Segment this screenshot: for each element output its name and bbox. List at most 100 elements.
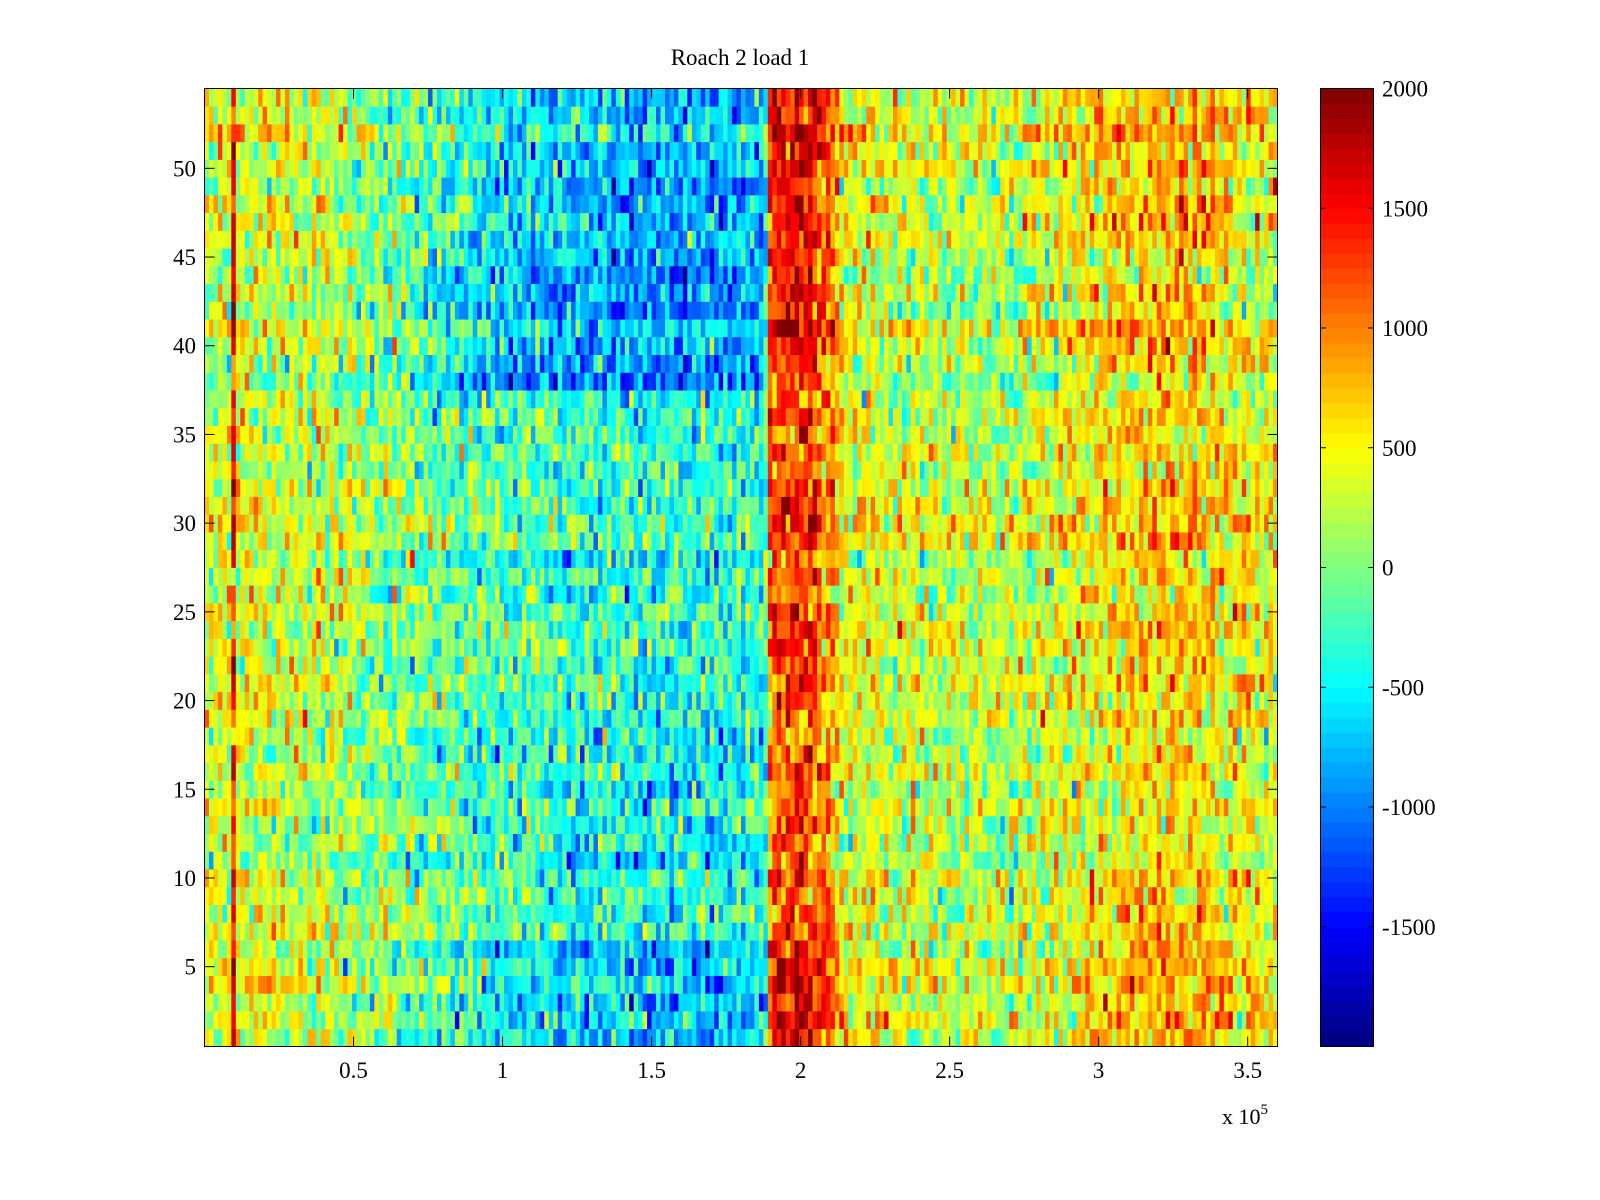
heatmap-cell [553, 957, 559, 976]
heatmap-cell [781, 940, 787, 959]
heatmap-cell [499, 975, 505, 994]
heatmap-cell [526, 922, 532, 941]
heatmap-cell [307, 957, 313, 976]
heatmap-cell [428, 762, 433, 781]
heatmap-cell [445, 744, 451, 764]
heatmap-cell [1228, 940, 1234, 959]
heatmap-cell [870, 780, 876, 799]
heatmap-cell [1004, 851, 1010, 870]
heatmap-cell [311, 975, 317, 994]
heatmap-cell [580, 1011, 585, 1030]
heatmap-cell [1250, 886, 1256, 905]
heatmap-cell [280, 957, 286, 976]
heatmap-cell [1228, 993, 1234, 1012]
heatmap-cell [401, 709, 407, 728]
heatmap-cell [1219, 975, 1225, 994]
heatmap-cell [772, 922, 778, 941]
heatmap-cell [629, 762, 635, 781]
heatmap-cell [441, 780, 447, 799]
heatmap-cell [960, 727, 965, 746]
heatmap-cell [352, 851, 357, 870]
heatmap-cell [575, 904, 581, 923]
heatmap-cell [732, 709, 737, 728]
heatmap-cell [1107, 833, 1113, 852]
heatmap-cell [1201, 957, 1207, 976]
heatmap-cell [812, 780, 818, 799]
heatmap-cell [1112, 727, 1117, 746]
heatmap-cell [651, 1028, 657, 1047]
heatmap-cell [584, 940, 590, 959]
heatmap-cell [249, 975, 255, 994]
heatmap-cell [1085, 922, 1091, 941]
heatmap-cell [696, 957, 702, 976]
heatmap-cell [682, 833, 688, 852]
heatmap-cell [454, 798, 460, 817]
heatmap-cell [213, 815, 219, 835]
heatmap-cell [580, 727, 585, 746]
heatmap-cell [995, 940, 1001, 959]
heatmap-cell [499, 1028, 505, 1047]
heatmap-cell [866, 798, 872, 817]
heatmap-cell [986, 798, 992, 817]
heatmap-cell [660, 727, 666, 746]
heatmap-cell [1009, 975, 1015, 994]
heatmap-cell [262, 833, 268, 852]
heatmap-cell [396, 727, 402, 746]
heatmap-cell [1264, 993, 1269, 1012]
heatmap-cell [258, 975, 264, 994]
heatmap-cell [1067, 869, 1073, 888]
heatmap-cell [222, 940, 228, 959]
heatmap-cell [937, 727, 943, 746]
heatmap-cell [897, 957, 903, 976]
heatmap-cell [803, 940, 809, 959]
heatmap-cell [642, 798, 648, 817]
heatmap-cell [235, 762, 241, 781]
heatmap-cell [673, 673, 679, 693]
heatmap-cell [736, 815, 742, 835]
heatmap-cell [834, 975, 840, 994]
heatmap-cell [1098, 1028, 1104, 1047]
heatmap-cell [1103, 815, 1109, 835]
heatmap-cell [669, 1011, 675, 1030]
heatmap-cell [745, 673, 751, 693]
heatmap-cell [647, 815, 652, 835]
heatmap-cell [1103, 709, 1109, 728]
heatmap-cell [656, 780, 661, 799]
heatmap-cell [521, 744, 527, 764]
heatmap-cell [897, 869, 903, 888]
heatmap-cell [602, 886, 608, 905]
heatmap-cell [638, 727, 644, 746]
heatmap-cell [280, 922, 286, 941]
heatmap-cell [468, 975, 474, 994]
heatmap-cell [1045, 1028, 1050, 1047]
heatmap-cell [714, 993, 720, 1012]
heatmap-cell [928, 975, 934, 994]
heatmap-cell [951, 833, 956, 852]
heatmap-cell [879, 1011, 885, 1030]
heatmap-cell [343, 975, 348, 994]
heatmap-cell [584, 922, 590, 941]
heatmap-cell [772, 798, 778, 817]
heatmap-cell [508, 1011, 514, 1030]
heatmap-cell [231, 886, 237, 905]
heatmap-cell [656, 762, 661, 781]
heatmap-cell [906, 1028, 912, 1047]
heatmap-cell [222, 975, 228, 994]
heatmap-cell [208, 815, 214, 835]
heatmap-cell [839, 851, 845, 870]
heatmap-cell [298, 780, 304, 799]
heatmap-cell [1071, 744, 1077, 764]
heatmap-cell [1268, 922, 1274, 941]
heatmap-cell [1219, 833, 1225, 852]
heatmap-cell [808, 780, 813, 799]
heatmap-cell [620, 709, 626, 728]
heatmap-cell [852, 1028, 858, 1047]
heatmap-cell [356, 904, 362, 923]
heatmap-cell [217, 744, 223, 764]
heatmap-cell [463, 975, 469, 994]
heatmap-cell [334, 798, 340, 817]
heatmap-cell [454, 744, 460, 764]
heatmap-cell [808, 798, 813, 817]
heatmap-cell [834, 1011, 840, 1030]
heatmap-cell [732, 798, 737, 817]
